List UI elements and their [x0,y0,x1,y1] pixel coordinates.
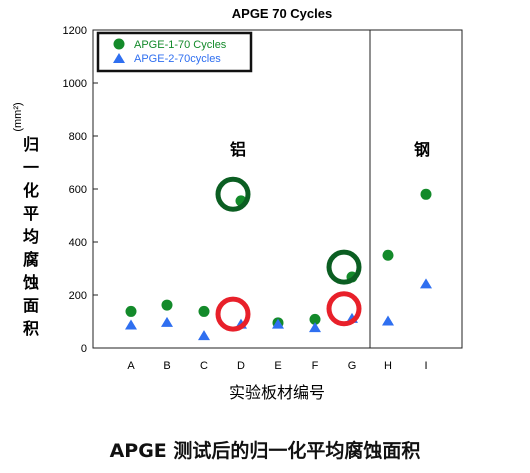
region-label: 铝 [230,140,246,159]
x-tick-label: H [384,360,392,372]
highlight-ring [326,249,362,285]
data-point-series-2 [382,315,394,326]
y-axis-unit: (mm²) [12,102,24,131]
data-point-series-1 [420,188,432,200]
legend-box [96,31,253,73]
data-point-series-2 [161,316,173,327]
chart-title: APGE 70 Cycles [232,6,332,21]
data-point-series-2 [198,330,210,341]
figure-caption: APGE 测试后的归一化平均腐蚀面积 [109,440,421,462]
highlight-circles [215,176,362,332]
x-tick-label: A [127,360,135,372]
data-point-series-1 [161,299,173,311]
x-axis-label: 实验板材编号 [229,383,325,402]
highlight-ring [215,296,251,332]
y-tick-label: 400 [69,237,87,249]
x-tick-label: C [200,360,208,372]
data-marks [125,188,432,341]
y-tick-label: 600 [69,184,87,196]
y-tick-label: 800 [69,131,87,143]
x-tick-label: D [237,360,245,372]
region-labels: 铝钢 [230,140,430,159]
data-point-series-1 [309,313,321,325]
x-tick-label: B [163,360,170,372]
data-point-series-2 [309,322,321,333]
y-tick-label: 0 [81,343,87,355]
legend-marker-series-2 [113,53,125,63]
y-tick-label: 1000 [63,78,87,90]
x-tick-label: E [274,360,281,372]
legend-label-series-1: APGE-1-70 Cycles [134,39,227,51]
y-tick-label: 1200 [63,25,87,37]
legend-marker-series-1 [113,38,125,50]
y-tick-label: 200 [69,290,87,302]
data-point-series-1 [382,249,394,261]
data-point-series-2 [420,278,432,289]
data-point-series-2 [272,318,284,329]
x-tick-label: I [424,360,427,372]
data-point-series-1 [198,305,210,317]
region-label: 钢 [414,140,430,159]
legend-label-series-2: APGE-2-70cycles [134,53,221,65]
axis-ticks: 0 200 400 600 800 1000 1200 A B C D E F G H I [63,25,428,372]
data-point-series-2 [125,319,137,330]
legend: APGE-1-70 Cycles APGE-2-70cycles [96,31,253,73]
data-point-series-1 [125,305,137,317]
highlight-ring [326,291,362,327]
highlight-ring [215,176,251,212]
x-tick-label: G [348,360,357,372]
plot-area [92,29,463,349]
y-axis-label: 归一化平均腐蚀面积 [22,135,39,338]
x-tick-label: F [312,360,319,372]
